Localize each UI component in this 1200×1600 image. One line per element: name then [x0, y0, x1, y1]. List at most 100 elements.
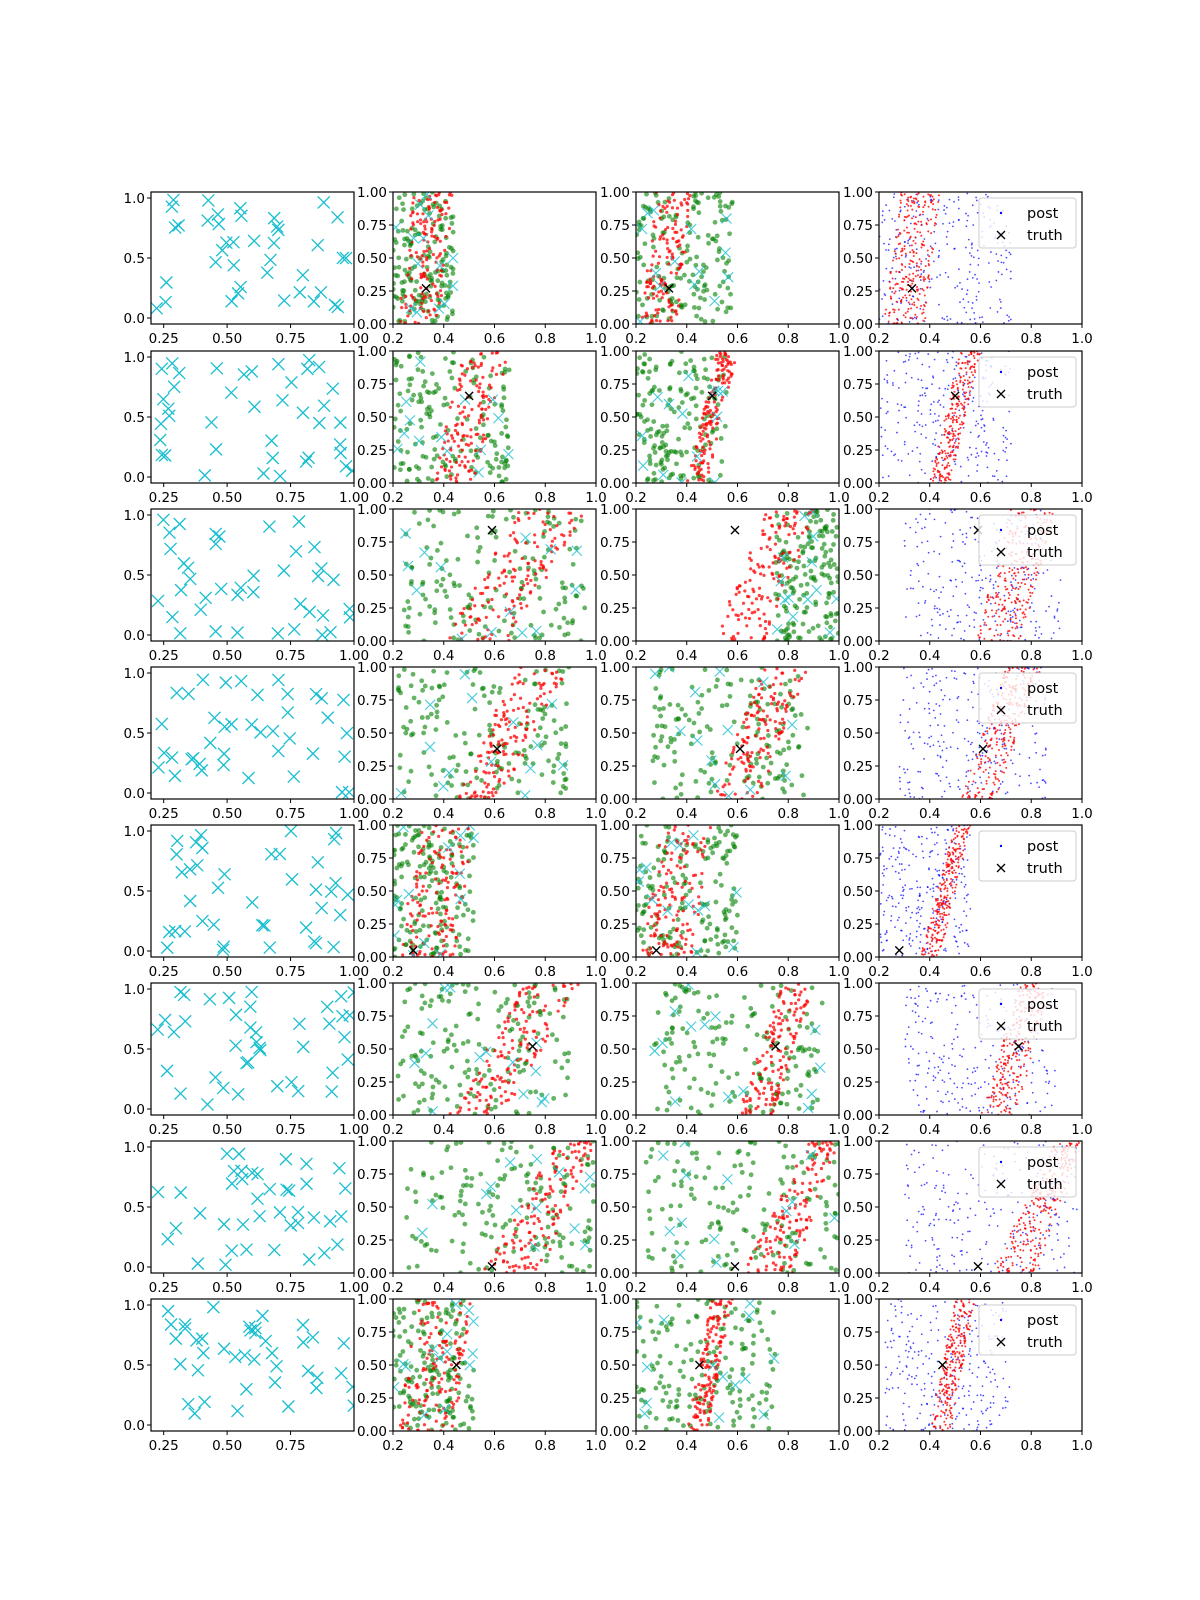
post-point [706, 466, 711, 470]
post-point [415, 212, 420, 216]
sample-point [470, 682, 476, 687]
prior-point [956, 747, 959, 750]
post-point [465, 367, 470, 371]
prior-point [899, 780, 901, 783]
post-point [1009, 614, 1012, 617]
sample-point [692, 305, 697, 310]
design-point [422, 210, 434, 221]
post-point [443, 468, 447, 472]
prior-point [976, 731, 979, 734]
sample-point [505, 463, 511, 469]
prior-point [936, 607, 939, 610]
post-point [911, 282, 914, 285]
sample-point [653, 744, 658, 750]
sample-point [676, 405, 682, 410]
design-point [439, 298, 450, 310]
post-point [947, 462, 950, 465]
post-point [674, 309, 678, 313]
prior-point [916, 545, 919, 548]
post-point [497, 615, 501, 619]
post-point [1013, 635, 1016, 638]
x-tick-label: 0.4 [919, 648, 940, 664]
post-point [568, 530, 572, 534]
post-point [468, 780, 473, 784]
design-point [411, 584, 423, 596]
prior-point [916, 421, 919, 424]
sample-point [555, 756, 560, 761]
post-point [949, 478, 952, 481]
post-point [490, 790, 494, 795]
post-point [651, 296, 656, 300]
prior-point [919, 770, 922, 773]
post-point [956, 386, 959, 389]
prior-point [956, 697, 959, 700]
design-point [271, 357, 285, 371]
x-tick-label: 0.2 [625, 490, 646, 506]
prior-point [897, 387, 900, 389]
x-tick-label: 0.2 [382, 331, 403, 347]
post-point [493, 722, 497, 727]
prior-point [924, 424, 927, 426]
sample-point [679, 772, 685, 778]
post-point [701, 450, 705, 454]
prior-point [905, 354, 907, 357]
x-tick-label: 0.8 [535, 331, 556, 347]
post-point [1008, 629, 1011, 632]
post-point [932, 467, 935, 470]
post-point [743, 779, 747, 783]
post-point [920, 224, 923, 227]
sample-point [696, 305, 702, 311]
post-point [650, 239, 654, 243]
sample-point [556, 601, 562, 607]
prior-point [892, 256, 895, 259]
post-point [543, 668, 547, 672]
design-point [151, 301, 164, 315]
post-point [970, 371, 973, 374]
sample-point [489, 689, 495, 695]
prior-point [955, 585, 958, 588]
post-point [785, 705, 789, 709]
prior-point [966, 192, 969, 195]
design-point [414, 356, 426, 368]
sample-point [642, 352, 648, 357]
post-point [544, 703, 549, 707]
sample-point [636, 313, 641, 319]
prior-point [951, 634, 953, 637]
post-point [490, 369, 494, 373]
x-tick-label: 1.00 [339, 806, 369, 822]
sample-point [481, 422, 486, 428]
design-point [203, 736, 217, 750]
sample-point [570, 618, 576, 623]
prior-point [963, 306, 966, 309]
sample-point [487, 470, 493, 476]
post-point [906, 209, 909, 212]
post-point [699, 432, 704, 437]
sample-point [440, 576, 446, 582]
sample-point [452, 385, 458, 391]
prior-point [922, 271, 925, 274]
post-point [504, 722, 508, 726]
y-tick-label: 0.00 [843, 634, 873, 650]
post-point [890, 297, 893, 300]
post-point [956, 383, 959, 386]
sample-point [833, 533, 839, 539]
post-point [967, 780, 970, 783]
prior-point [969, 743, 972, 746]
post-point [470, 366, 475, 370]
post-point [500, 768, 504, 772]
x-tick-label: 0.6 [727, 648, 748, 664]
post-point [670, 193, 675, 197]
prior-point [1010, 442, 1012, 445]
prior-point [974, 424, 977, 427]
prior-point [983, 430, 986, 432]
prior-point [967, 301, 970, 303]
prior-point [911, 295, 914, 297]
prior-point [909, 353, 911, 355]
sample-point [412, 509, 417, 515]
prior-point [938, 704, 941, 707]
prior-point [946, 361, 949, 364]
post-point [516, 753, 520, 757]
prior-point [997, 458, 1000, 461]
post-point [540, 702, 544, 706]
design-point [831, 593, 839, 605]
